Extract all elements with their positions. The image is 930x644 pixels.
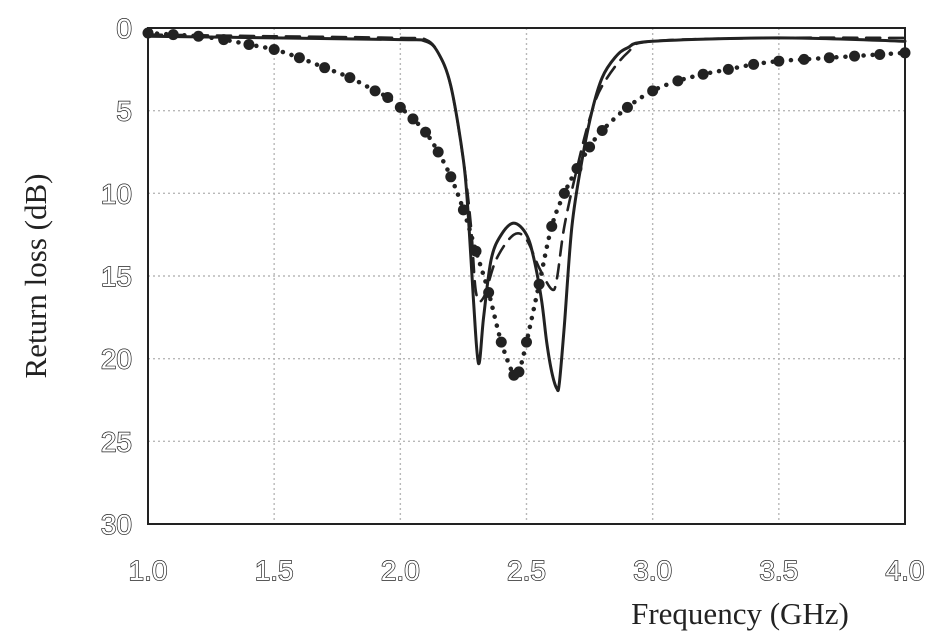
- series-marker: [218, 34, 230, 46]
- grid-layer: [148, 28, 905, 524]
- series-marker: [407, 113, 419, 125]
- tick-label-layer: 1.0 1.5 2.0 2.5 3.0 3.5 4.0 0 5 10 15 20 25 30: [100, 12, 925, 586]
- series-marker: [167, 29, 179, 41]
- x-tick-label: 3.0: [633, 555, 672, 586]
- series-marker: [533, 278, 545, 290]
- series-marker: [268, 43, 280, 55]
- series-line-dashed: [146, 33, 907, 303]
- series-marker: [773, 55, 785, 67]
- series-marker: [319, 62, 331, 74]
- plot-frame: [147, 27, 906, 525]
- series-marker: [849, 50, 861, 62]
- series-marker: [483, 287, 495, 299]
- y-tick-label: 15: [101, 261, 132, 292]
- series-marker: [432, 146, 444, 158]
- y-axis-title: Return loss (dB): [18, 174, 53, 379]
- series-marker: [495, 336, 507, 348]
- series-marker: [798, 53, 810, 65]
- series-marker: [596, 125, 608, 137]
- series-marker: [382, 91, 394, 103]
- series-marker: [823, 52, 835, 64]
- series-marker: [420, 126, 432, 138]
- series-marker: [558, 187, 570, 199]
- series-marker: [470, 245, 482, 257]
- series-marker: [521, 336, 532, 348]
- y-tick-label: 5: [116, 96, 132, 127]
- series-marker: [344, 72, 356, 84]
- series-marker: [243, 39, 255, 51]
- series-marker: [748, 58, 760, 70]
- series-marker: [647, 85, 659, 97]
- series-marker: [584, 141, 596, 153]
- series-marker: [697, 68, 709, 80]
- x-tick-label: 1.0: [129, 555, 168, 586]
- series-marker: [722, 63, 734, 75]
- x-tick-label: 2.0: [381, 555, 420, 586]
- x-axis-title: Frequency (GHz): [631, 596, 849, 631]
- series-marker: [513, 366, 525, 378]
- series-marker: [445, 171, 457, 183]
- y-tick-label: 0: [116, 13, 132, 44]
- series-marker: [621, 101, 633, 113]
- series-marker: [546, 220, 558, 232]
- series-layer: [142, 27, 911, 393]
- x-tick-label: 2.5: [507, 555, 546, 586]
- y-tick-label: 10: [101, 178, 132, 209]
- y-tick-label: 30: [101, 509, 132, 540]
- x-tick-label: 1.5: [255, 555, 294, 586]
- series-marker: [672, 75, 684, 87]
- series-marker: [394, 101, 406, 113]
- series-marker: [571, 163, 583, 175]
- y-tick-label: 20: [101, 344, 132, 375]
- y-tick-label: 25: [101, 426, 132, 457]
- series-marker: [192, 30, 204, 42]
- series-marker: [457, 204, 469, 216]
- axis-layer: [147, 27, 906, 525]
- series-marker: [874, 48, 886, 60]
- x-tick-label: 3.5: [759, 555, 798, 586]
- series-marker: [369, 85, 381, 97]
- x-tick-label: 4.0: [886, 555, 925, 586]
- series-marker: [293, 52, 305, 64]
